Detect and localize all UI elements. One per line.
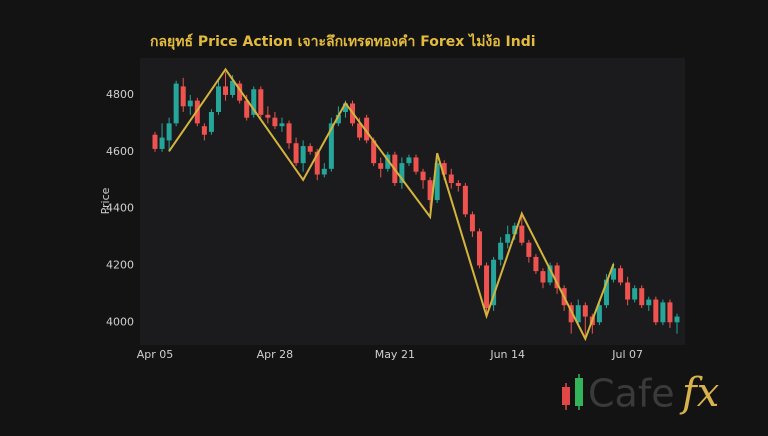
candle-body: [505, 234, 511, 243]
candle-body: [462, 185, 468, 215]
candle-body: [547, 265, 553, 283]
candle-body: [244, 100, 250, 118]
candle-body: [371, 140, 377, 164]
candle-body: [272, 117, 278, 127]
candle-body: [237, 83, 243, 101]
candle-body: [526, 242, 532, 257]
candle-body: [469, 214, 475, 232]
candle-body: [660, 302, 666, 323]
logo-icon: [575, 378, 583, 406]
zigzag-line: [168, 67, 615, 342]
candle-body: [540, 271, 546, 283]
candle-body: [230, 80, 236, 95]
candle-body: [293, 143, 299, 164]
candle-body: [632, 288, 638, 300]
candle-body: [251, 89, 257, 115]
candle-body: [378, 163, 384, 169]
candle-body: [159, 137, 165, 149]
candle-body: [152, 134, 158, 149]
candle-body: [364, 117, 370, 141]
candle-body: [406, 157, 412, 164]
x-tick-label: Apr 05: [137, 348, 174, 361]
candle-body: [639, 288, 645, 306]
candle-body: [582, 305, 588, 317]
x-tick-label: May 21: [375, 348, 415, 361]
logo-accent: fx: [679, 370, 719, 416]
candle-body: [646, 299, 652, 306]
candle-body: [618, 268, 624, 283]
candle-body: [625, 282, 631, 300]
candle-body: [533, 256, 539, 272]
candle-body: [399, 163, 405, 184]
candle-body: [215, 86, 221, 112]
candle-body: [484, 265, 490, 309]
candle-body: [208, 111, 214, 132]
candle-body: [314, 151, 320, 175]
candle-body: [307, 146, 313, 152]
candle-body: [258, 89, 264, 115]
candle-body: [335, 114, 341, 124]
candle-body: [385, 154, 391, 169]
candle-body: [434, 163, 440, 201]
candle-body: [554, 265, 560, 289]
candle-body: [223, 86, 229, 95]
y-tick-label: 4800: [106, 88, 134, 101]
x-tick-label: Jul 07: [611, 348, 643, 361]
candle-body: [328, 123, 334, 169]
candle-body: [674, 316, 680, 323]
candle-body: [321, 168, 327, 175]
y-axis-label: Price: [99, 187, 112, 214]
x-tick-label: Apr 28: [257, 348, 294, 361]
candle-body: [187, 100, 193, 107]
candle-body: [357, 123, 363, 138]
candle-body: [476, 231, 482, 266]
candle-body: [413, 157, 419, 172]
candle-body: [653, 299, 659, 323]
candle-body: [603, 279, 609, 306]
chart-title: กลยุทธ์ Price Action เจาะลึกเทรดทองคำ Fo…: [150, 32, 536, 50]
candle-body: [491, 259, 497, 306]
y-tick-label: 4200: [106, 258, 134, 271]
candle-body: [611, 268, 617, 280]
candle-body: [201, 126, 207, 135]
candle-body: [448, 174, 454, 184]
logo-text: Cafe: [588, 372, 675, 416]
y-tick-label: 4400: [106, 202, 134, 215]
logo: Cafe fx: [562, 370, 719, 416]
candle-body: [342, 103, 348, 112]
candle-body: [420, 171, 426, 181]
x-tick-label: Jun 14: [489, 348, 525, 361]
plot-area: [140, 58, 685, 345]
candle-body: [498, 242, 504, 260]
candle-body: [286, 123, 292, 144]
y-tick-label: 4600: [106, 145, 134, 158]
candle-body: [667, 302, 673, 323]
logo-icon: [562, 387, 570, 405]
candle-body: [575, 305, 581, 323]
candle-body: [265, 114, 271, 118]
candle-body: [180, 86, 186, 107]
candle-body: [300, 146, 306, 164]
candle-body: [173, 83, 179, 124]
candle-body: [427, 180, 433, 201]
candle-body: [166, 123, 172, 141]
candle-body: [441, 163, 447, 175]
candle-body: [279, 123, 285, 127]
candle-body: [568, 305, 574, 323]
y-tick-label: 4000: [106, 315, 134, 328]
candle-body: [455, 183, 461, 186]
candle-body: [519, 225, 525, 243]
candle-body: [596, 305, 602, 323]
candle-body: [512, 225, 518, 235]
